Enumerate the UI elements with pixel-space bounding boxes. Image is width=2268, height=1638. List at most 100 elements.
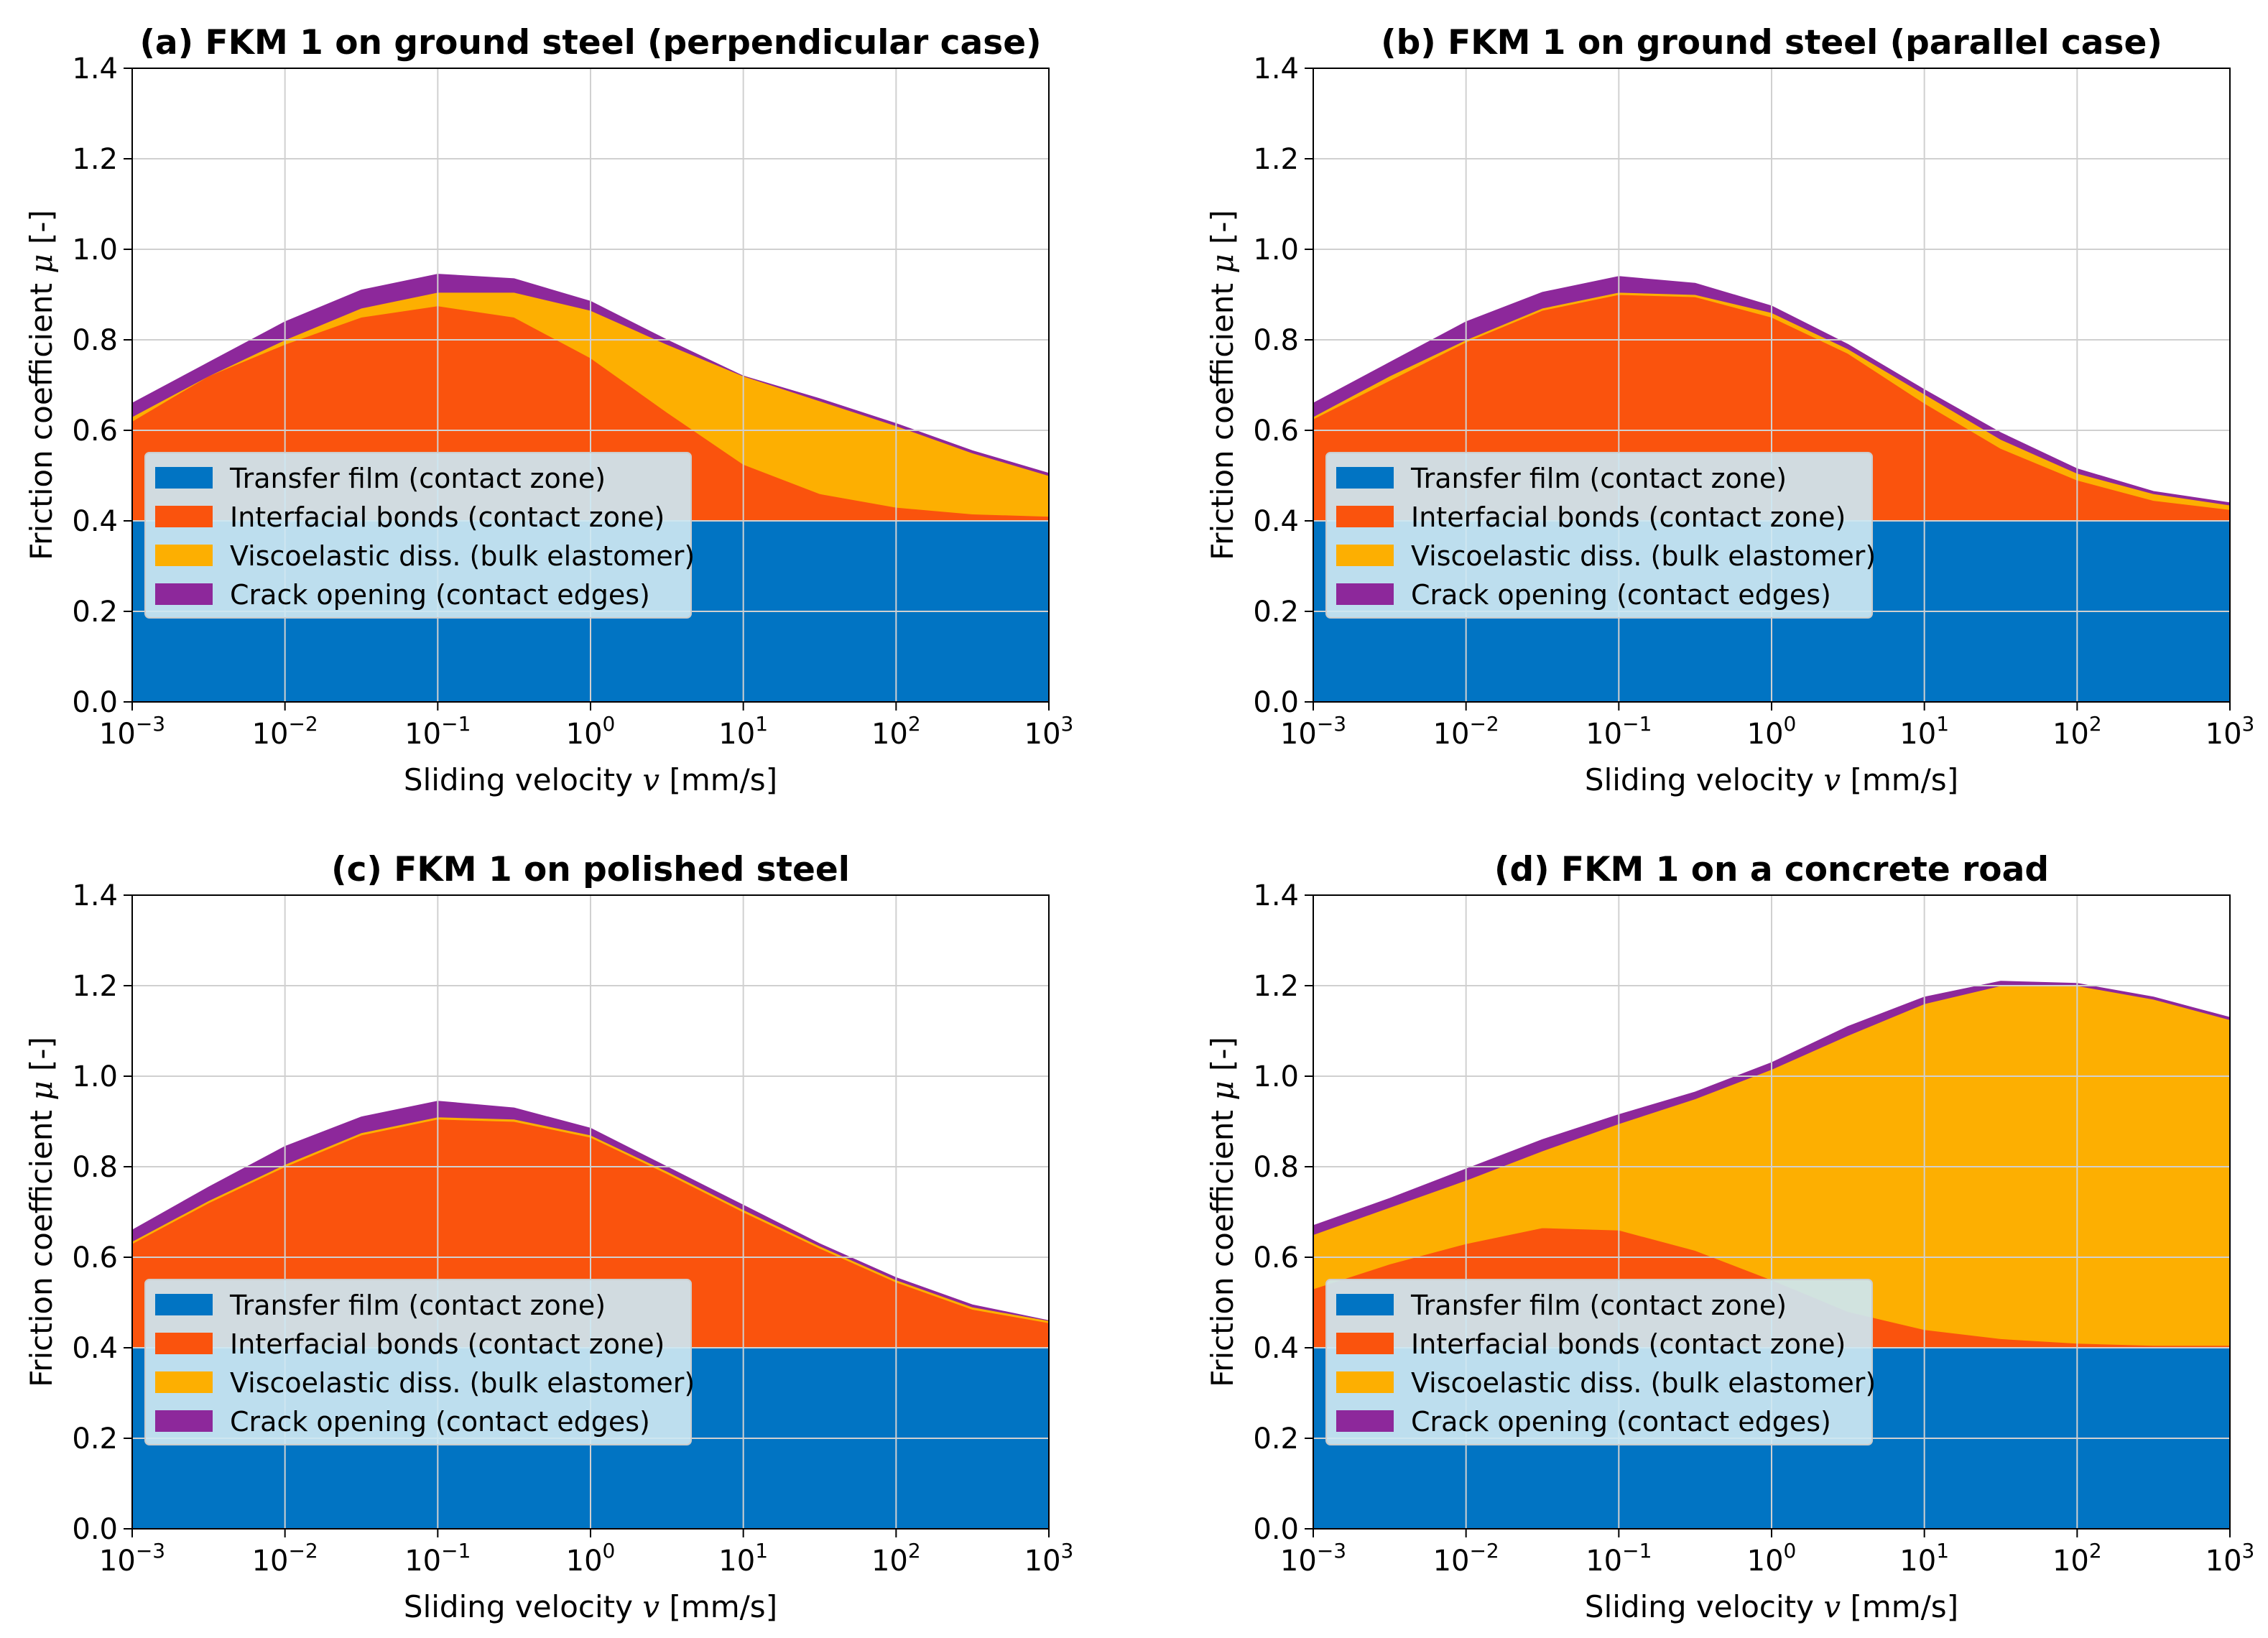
x-tick-label: 10−2 [252,1539,318,1578]
x-tick-label: 102 [2052,712,2102,751]
y-axis-label: Friction coefficient μ [-] [24,1037,59,1387]
y-tick-label: 0.8 [72,1151,118,1184]
legend-label-viscoelastic: Viscoelastic diss. (bulk elastomer) [230,1367,695,1399]
legend-swatch-transfer [155,467,213,489]
legend-label-viscoelastic: Viscoelastic diss. (bulk elastomer) [1411,540,1876,572]
x-tick-label: 100 [566,712,616,751]
y-tick-label: 1.0 [72,233,118,267]
chart-panel-a: 0.00.20.40.60.81.01.21.410−3 10−2 10−1 100 1… [24,23,1073,797]
x-ticks: 10−3 10−2 10−1 100 101 102 103 [1280,702,2254,751]
legend-swatch-transfer [1336,467,1394,489]
legend-swatch-interfacial [155,1333,213,1354]
legend-swatch-crack [155,1410,213,1432]
chart-panel-d: 0.00.20.40.60.81.01.21.410−3 10−2 10−1 100 1… [1205,850,2254,1624]
chart-title: (d) FKM 1 on a concrete road [1494,850,2049,889]
y-tick-label: 0.2 [1253,1422,1299,1456]
x-ticks: 10−3 10−2 10−1 100 101 102 103 [99,702,1073,751]
y-tick-label: 1.2 [1253,970,1299,1003]
legend: Transfer film (contact zone) Interfacial … [1325,452,1876,619]
x-tick-label: 10−1 [404,712,471,751]
legend-label-interfacial: Interfacial bonds (contact zone) [230,501,665,533]
x-axis-label: Sliding velocity v [mm/s] [1585,762,1958,797]
x-axis-label: Sliding velocity v [mm/s] [404,1589,777,1624]
legend-label-interfacial: Interfacial bonds (contact zone) [1411,501,1846,533]
legend-box [144,1279,692,1445]
y-tick-label: 0.4 [1253,505,1299,538]
x-tick-label: 102 [871,1539,921,1578]
x-tick-label: 10−1 [404,1539,471,1578]
y-tick-label: 1.2 [72,970,118,1003]
chart-title: (c) FKM 1 on polished steel [331,850,850,889]
y-tick-label: 0.4 [72,1332,118,1365]
y-tick-label: 1.0 [72,1060,118,1093]
legend-label-transfer: Transfer film (contact zone) [229,1290,606,1321]
x-tick-label: 101 [1899,1539,1949,1578]
chart-panel-c: 0.00.20.40.60.81.01.21.410−3 10−2 10−1 100 1… [24,850,1073,1624]
legend: Transfer film (contact zone) Interfacial … [144,452,695,619]
legend-label-viscoelastic: Viscoelastic diss. (bulk elastomer) [1411,1367,1876,1399]
y-tick-label: 1.4 [72,52,118,85]
y-tick-label: 1.4 [1253,879,1299,912]
legend-swatch-crack [1336,1410,1394,1432]
legend-label-transfer: Transfer film (contact zone) [1410,1290,1787,1321]
legend-swatch-interfacial [1336,1333,1394,1354]
legend-label-crack: Crack opening (contact edges) [1411,579,1831,611]
y-tick-label: 0.8 [1253,1151,1299,1184]
y-axis-label: Friction coefficient μ [-] [1205,1037,1240,1387]
y-ticks: 0.0 0.2 0.4 0.6 0.8 1.0 1.2 1.4 [1253,52,1313,719]
y-tick-label: 0.4 [72,505,118,538]
y-ticks: 0.0 0.2 0.4 0.6 0.8 1.0 1.2 1.4 [72,879,132,1546]
x-tick-label: 102 [2052,1539,2102,1578]
y-tick-label: 1.4 [1253,52,1299,85]
chart-title: (a) FKM 1 on ground steel (perpendicular… [139,23,1041,63]
legend-box [1325,452,1873,619]
y-tick-label: 1.4 [72,879,118,912]
x-axis-label: Sliding velocity v [mm/s] [1585,1589,1958,1624]
legend: Transfer film (contact zone) Interfacial … [1325,1279,1876,1445]
legend-label-transfer: Transfer film (contact zone) [1410,463,1787,494]
y-tick-label: 0.8 [72,324,118,357]
legend-swatch-transfer [1336,1294,1394,1315]
x-tick-label: 101 [718,1539,768,1578]
x-tick-label: 101 [718,712,768,751]
chart-title: (b) FKM 1 on ground steel (parallel case… [1381,23,2162,63]
x-ticks: 10−3 10−2 10−1 100 101 102 103 [99,1529,1073,1578]
x-tick-label: 103 [2205,1539,2255,1578]
legend-swatch-interfacial [1336,506,1394,527]
legend-label-transfer: Transfer film (contact zone) [229,463,606,494]
y-tick-label: 0.2 [72,1422,118,1456]
y-ticks: 0.0 0.2 0.4 0.6 0.8 1.0 1.2 1.4 [1253,879,1313,1546]
x-tick-label: 101 [1899,712,1949,751]
x-tick-label: 10−2 [1433,712,1499,751]
x-tick-label: 10−1 [1586,712,1652,751]
x-tick-label: 10−3 [1280,712,1346,751]
y-tick-label: 0.2 [1253,596,1299,629]
legend-box [144,452,692,619]
y-tick-label: 0.6 [1253,1241,1299,1274]
x-tick-label: 10−1 [1586,1539,1652,1578]
y-tick-label: 1.2 [72,143,118,176]
y-tick-label: 0.0 [72,1513,118,1546]
y-tick-label: 0.6 [72,1241,118,1274]
legend-swatch-viscoelastic [1336,1371,1394,1393]
legend-swatch-viscoelastic [155,1371,213,1393]
legend-label-crack: Crack opening (contact edges) [230,579,650,611]
y-tick-label: 1.2 [1253,143,1299,176]
legend-box [1325,1279,1873,1445]
crack-area [131,1101,1050,1321]
legend-swatch-crack [1336,583,1394,605]
y-tick-label: 0.4 [1253,1332,1299,1365]
y-ticks: 0.0 0.2 0.4 0.6 0.8 1.0 1.2 1.4 [72,52,132,719]
x-tick-label: 103 [2205,712,2255,751]
legend-swatch-interfacial [155,506,213,527]
legend-swatch-viscoelastic [1336,545,1394,566]
legend-label-crack: Crack opening (contact edges) [1411,1406,1831,1438]
x-tick-label: 100 [566,1539,616,1578]
y-axis-label: Friction coefficient μ [-] [1205,210,1240,560]
x-tick-label: 100 [1747,1539,1797,1578]
legend-label-interfacial: Interfacial bonds (contact zone) [230,1328,665,1360]
y-tick-label: 0.6 [72,415,118,448]
x-tick-label: 103 [1024,1539,1074,1578]
x-ticks: 10−3 10−2 10−1 100 101 102 103 [1280,1529,2254,1578]
